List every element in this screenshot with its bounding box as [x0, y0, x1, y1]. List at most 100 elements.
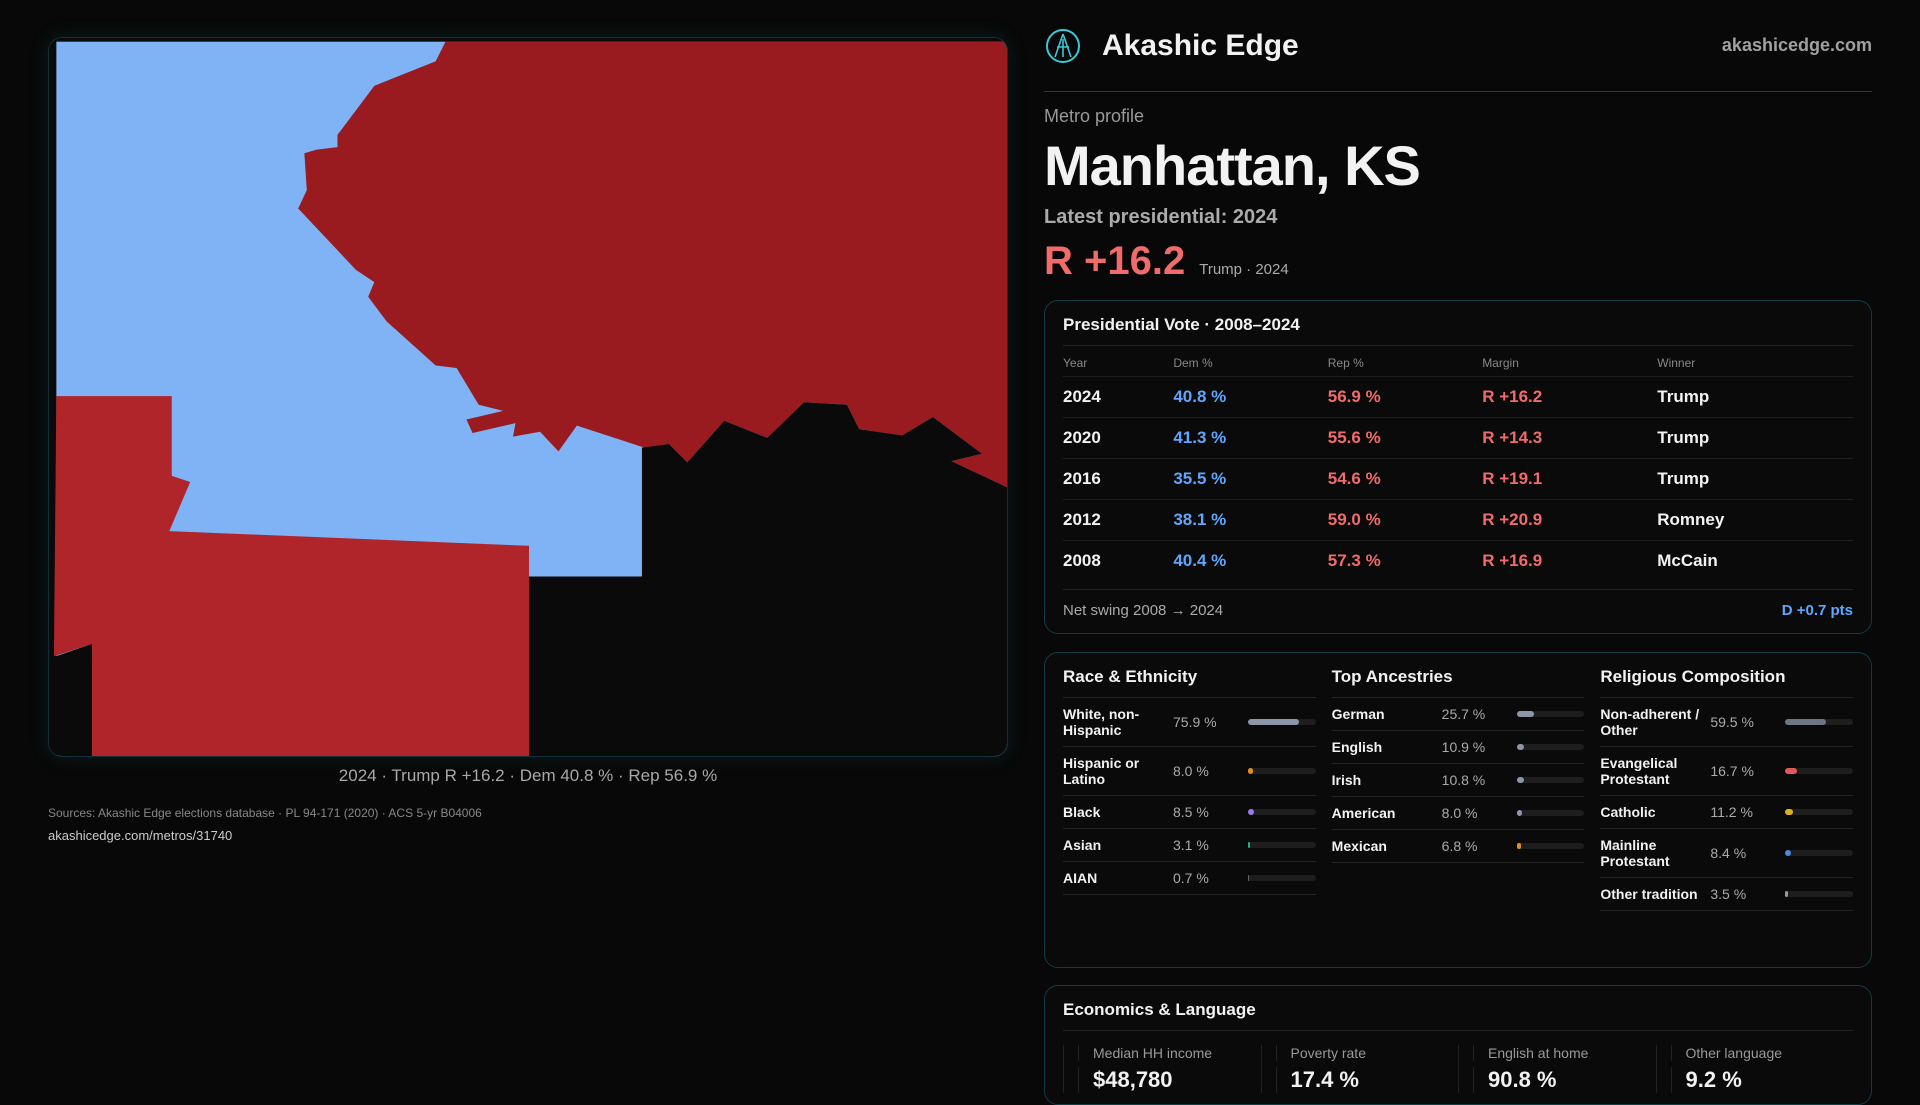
share-bar-fill [1785, 719, 1826, 725]
item-value: 10.9 % [1441, 739, 1486, 755]
share-bar [1516, 810, 1585, 816]
share-bar-fill [1785, 768, 1797, 774]
item-value: 11.2 % [1710, 804, 1753, 820]
map-caption: 2024 · Trump R +16.2 · Dem 40.8 % · Rep … [338, 766, 718, 785]
item-label: Hispanic or Latino [1063, 755, 1140, 787]
item-label: Asian [1063, 837, 1102, 853]
econ-title: Economics & Language [1063, 1000, 1853, 1031]
list-item: White, non-Hispanic 75.9 % [1063, 698, 1316, 747]
table-row[interactable]: 2008 40.4 % 57.3 % R +16.9 McCain [1063, 540, 1853, 581]
table-cell: Trump [1657, 376, 1853, 418]
list-item: German 25.7 % [1331, 698, 1585, 731]
item-value: 8.0 % [1441, 805, 1478, 821]
share-bar-fill [1516, 711, 1535, 717]
table-cell: 54.6 % [1327, 458, 1483, 500]
share-bar-fill [1516, 777, 1524, 783]
table-cell: 2012 [1063, 499, 1174, 541]
share-bar [1516, 843, 1585, 849]
stat-label: Median HH income [1078, 1045, 1261, 1061]
share-bar [1516, 744, 1585, 750]
stat-value: 17.4 % [1275, 1067, 1459, 1093]
table-cell: McCain [1657, 540, 1853, 581]
column-header: Year [1063, 356, 1088, 370]
table-cell: 55.6 % [1327, 417, 1483, 459]
share-bar [1248, 768, 1316, 774]
share-bar [1785, 850, 1854, 856]
list-item: Black 8.5 % [1063, 796, 1316, 829]
table-cell: R +20.9 [1482, 499, 1658, 541]
share-bar-fill [1248, 842, 1251, 848]
brand-name: Akashic Edge [1102, 28, 1299, 62]
table-cell: 2024 [1063, 376, 1174, 418]
list-item: AIAN 0.7 % [1063, 862, 1316, 895]
item-label: Mainline Protestant [1600, 837, 1670, 869]
swing-label: Net swing 2008 → 2024 [1063, 602, 1224, 619]
list-item: Other tradition 3.5 % [1600, 878, 1854, 911]
page-title: Manhattan, KS [1044, 134, 1421, 197]
item-value: 75.9 % [1173, 714, 1217, 730]
item-label: Evangelical Protestant [1600, 755, 1678, 787]
item-label: Non-adherent / Other [1600, 706, 1700, 738]
stat-label: English at home [1473, 1045, 1656, 1061]
item-value: 10.8 % [1441, 772, 1486, 788]
share-bar [1785, 768, 1854, 774]
list-item: Mexican 6.8 % [1331, 830, 1585, 863]
vote-title: Presidential Vote · 2008–2024 [1063, 315, 1853, 346]
list-item: Mainline Protestant 8.4 % [1600, 829, 1854, 878]
table-cell: Trump [1657, 458, 1853, 500]
share-bar [1248, 875, 1316, 881]
item-label: White, non-Hispanic [1063, 706, 1140, 738]
item-label: Catholic [1600, 804, 1656, 820]
stat-label: Poverty rate [1275, 1045, 1459, 1061]
list-item: American 8.0 % [1331, 797, 1585, 830]
stat-value: $48,780 [1078, 1067, 1261, 1093]
item-label: Other tradition [1600, 886, 1698, 902]
table-cell: 57.3 % [1327, 540, 1483, 581]
table-cell: R +16.9 [1482, 540, 1658, 581]
stat-value: 90.8 % [1473, 1067, 1656, 1093]
race-title: Race & Ethnicity [1063, 667, 1316, 698]
item-label: American [1331, 805, 1396, 821]
vote-card: Presidential Vote · 2008–2024 Year Dem % R… [1044, 300, 1872, 634]
column-header: Dem % [1173, 356, 1213, 370]
table-row[interactable]: 2024 40.8 % 56.9 % R +16.2 Trump [1063, 376, 1853, 418]
county-rep-north[interactable] [298, 41, 1008, 488]
county-rep-south[interactable] [53, 396, 529, 757]
share-bar-fill [1248, 768, 1254, 774]
source-url[interactable]: akashicedge.com/metros/31740 [48, 828, 233, 843]
table-cell: 38.1 % [1173, 499, 1328, 541]
county-map[interactable] [48, 37, 1008, 757]
table-cell: Trump [1657, 417, 1853, 459]
race-section: Race & Ethnicity White, non-Hispanic 75.9 … [1063, 667, 1316, 911]
list-item: English 10.9 % [1331, 731, 1585, 764]
ancestry-section: Top Ancestries German 25.7 % English 10.9 % I… [1331, 667, 1585, 911]
share-bar-fill [1248, 719, 1300, 725]
econ-stat: Median HH income $48,780 [1063, 1045, 1261, 1093]
share-bar [1785, 809, 1854, 815]
econ-stat: Other language 9.2 % [1655, 1045, 1854, 1093]
column-header: Winner [1657, 356, 1696, 370]
item-value: 3.5 % [1710, 886, 1747, 902]
kicker: Metro profile [1044, 106, 1145, 126]
column-header: Margin [1482, 356, 1519, 370]
table-row[interactable]: 2016 35.5 % 54.6 % R +19.1 Trump [1063, 458, 1853, 500]
item-value: 6.8 % [1441, 838, 1478, 854]
item-label: Mexican [1331, 838, 1387, 854]
table-cell: 41.3 % [1173, 417, 1328, 459]
site-link[interactable]: akashicedge.com [1721, 35, 1872, 55]
item-value: 16.7 % [1710, 763, 1754, 779]
swing-value: D +0.7 pts [1781, 602, 1853, 619]
latest-margin: R +16.2 [1044, 239, 1186, 283]
table-row[interactable]: 2020 41.3 % 55.6 % R +14.3 Trump [1063, 417, 1853, 459]
table-row[interactable]: 2012 38.1 % 59.0 % R +20.9 Romney [1063, 499, 1853, 541]
column-header: Rep % [1327, 356, 1364, 370]
vote-table: Year Dem % Rep % Margin Winner 2024 40.8 % 56.9… [1063, 346, 1853, 581]
table-cell: 40.4 % [1173, 540, 1328, 581]
religion-title: Religious Composition [1600, 667, 1854, 698]
item-label: English [1331, 739, 1383, 755]
stat-value: 9.2 % [1670, 1067, 1854, 1093]
table-cell: R +19.1 [1482, 458, 1658, 500]
list-item: Evangelical Protestant 16.7 % [1600, 747, 1854, 796]
share-bar [1248, 719, 1316, 725]
table-cell: R +14.3 [1482, 417, 1658, 459]
